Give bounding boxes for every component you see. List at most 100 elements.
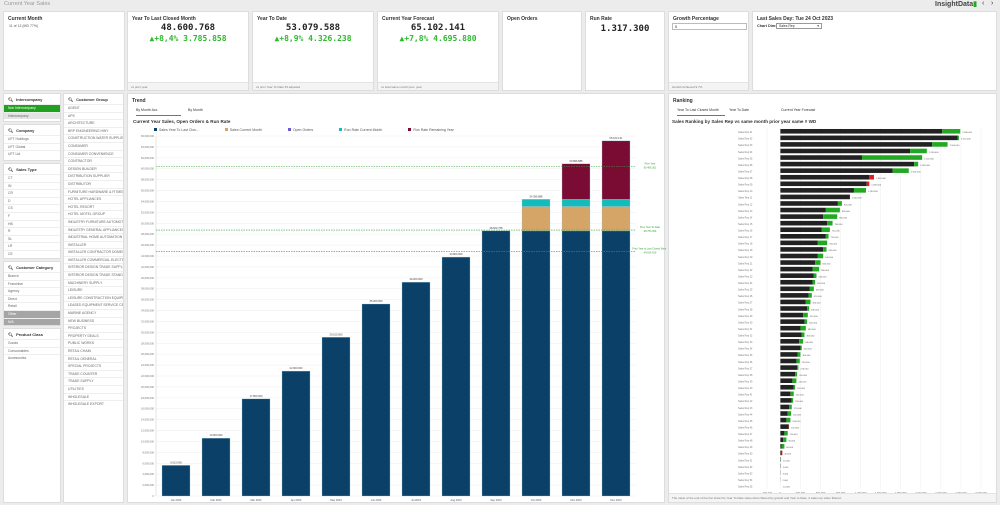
bar-base — [780, 266, 813, 272]
filter-item[interactable]: PROJECTS — [64, 324, 123, 332]
tab-forecast[interactable]: Current Year Forecast — [781, 108, 816, 112]
search-icon[interactable]: 🔍︎ — [8, 127, 14, 133]
legend-item[interactable]: Sales Year To Last Clos... — [154, 128, 199, 132]
filter-item[interactable]: N/A — [4, 317, 60, 326]
filter-item[interactable]: PUBLIC WORKS — [64, 339, 123, 347]
filter-item[interactable]: DESIGN BUILDER — [64, 164, 123, 173]
bar-base — [780, 319, 805, 324]
filter-item[interactable]: HB — [4, 219, 60, 228]
filter-item[interactable]: Agency — [4, 287, 60, 295]
legend-item[interactable]: Open Orders — [287, 128, 313, 132]
filter-item[interactable]: CE — [4, 249, 60, 258]
filter-item[interactable]: WHOLESALE — [64, 392, 123, 401]
filter-item[interactable]: Intercompany — [4, 111, 60, 120]
tab-by-month[interactable]: By Month — [188, 108, 203, 112]
filter-item[interactable]: Goods — [4, 339, 60, 347]
filter-item[interactable]: IN — [4, 181, 60, 190]
filter-item[interactable]: Retail — [4, 302, 60, 310]
filter-item[interactable]: Direct — [4, 294, 60, 303]
bar-delta — [786, 417, 791, 423]
filter-item[interactable]: CONTRACTOR — [64, 157, 123, 165]
filter-item[interactable]: CONSTRUCTION WATER SUPPLIES — [64, 134, 123, 142]
filter-item[interactable]: Accessories — [4, 354, 60, 362]
filter-item[interactable]: INSTALLER — [64, 240, 123, 249]
filter-item[interactable]: UTILITIES — [64, 384, 123, 393]
filter-item[interactable]: DISTRIBUTOR — [64, 179, 123, 188]
filter-item[interactable]: UFT Holdings — [4, 135, 60, 143]
filter-item[interactable]: CT — [4, 174, 60, 182]
filter-item[interactable]: ARCHITECTURE — [64, 119, 123, 127]
legend-item[interactable]: Sales Current Month — [224, 128, 262, 132]
tab-ytd[interactable]: Year To Date — [729, 108, 750, 112]
filter-item[interactable]: INTERIOR DESIGN TRADE STANDARD — [64, 271, 123, 279]
filter-item[interactable]: AGENT — [64, 104, 123, 112]
filter-item[interactable]: CONSUMER CONVENIENCE — [64, 149, 123, 158]
x-tick-label: Jun 2023 — [371, 498, 382, 502]
search-icon[interactable]: 🔍︎ — [8, 166, 14, 172]
filter-item[interactable]: Consumables — [4, 346, 60, 355]
filter-item[interactable]: DISTRIBUTION SUPPLIER — [64, 172, 123, 180]
legend-item[interactable]: Run Rate Current Month — [339, 128, 382, 132]
reference-label: Prev Year — [645, 163, 656, 166]
search-icon[interactable]: 🔍︎ — [8, 96, 14, 102]
filter-item[interactable]: INSTALLER COMMERCIAL ELECTRONIC — [64, 255, 123, 264]
filter-item[interactable]: UFT Ltd — [4, 150, 60, 158]
filter-item[interactable]: CONSUMER — [64, 141, 123, 150]
search-icon[interactable]: 🔍︎ — [8, 264, 14, 270]
filter-item[interactable]: TRADE SUPPLY — [64, 377, 123, 385]
filter-item[interactable]: INSTALLER CONTRACTOR DOMESTIC — [64, 248, 123, 256]
filter-item[interactable]: UFT Global — [4, 142, 60, 151]
filter-item[interactable]: SL — [4, 234, 60, 243]
filter-item[interactable]: Branch — [4, 272, 60, 280]
filter-item[interactable]: CR — [4, 189, 60, 197]
tab-ytlcm[interactable]: Year To Last Closed Month — [677, 108, 725, 116]
nav-prev-button[interactable]: ‹ — [982, 0, 985, 7]
y-tick-label: 42,000,000 — [141, 265, 155, 269]
filter-item[interactable]: HOTEL APPLIANCES — [64, 195, 123, 203]
filter-title: Product Class — [16, 331, 43, 337]
filter-item[interactable]: CS — [4, 204, 60, 212]
filter-item[interactable]: MARINE AGENCY — [64, 309, 123, 317]
search-icon[interactable]: 🔍︎ — [8, 331, 14, 337]
tab-by-month-acc[interactable]: By Month Acc — [136, 108, 181, 116]
filter-item[interactable]: F — [4, 211, 60, 220]
nav-next-button[interactable]: › — [991, 0, 994, 7]
data-label: 700.000 — [829, 244, 838, 246]
bar-base — [780, 247, 824, 252]
kpi-value: 65.102.141 — [410, 23, 466, 33]
filter-item[interactable]: INDUSTRY GENERAL APPLIANCES — [64, 225, 123, 234]
filter-item[interactable]: INTERIOR DESIGN TRADE SUPPLIES — [64, 263, 123, 271]
data-label: 720.000 — [831, 237, 840, 239]
filter-item[interactable]: SPECIAL PROJECTS — [64, 362, 123, 370]
growth-input[interactable] — [672, 23, 747, 30]
filter-item[interactable]: WHOLESALE EXPORT — [64, 400, 123, 408]
filter-item[interactable]: INDUSTRIAL HOME AUTOMATION — [64, 233, 123, 241]
filter-item[interactable]: LEISURE CONSTRUCTION EQUIPMENT — [64, 293, 123, 302]
filter-item[interactable]: TRADE COUNTER — [64, 369, 123, 378]
filter-item[interactable]: NEW BUSINESS — [64, 316, 123, 325]
filter-item[interactable]: Other — [4, 309, 60, 318]
data-label: 48.600.768 — [490, 226, 504, 230]
filter-item[interactable]: MACHINERY SUPPLY — [64, 278, 123, 287]
bar-delta — [813, 273, 817, 278]
filter-item[interactable]: LEASED EQUIPMENT SERVICE CENTRE — [64, 301, 123, 309]
filter-item[interactable]: RETAIL GENERAL — [64, 354, 123, 363]
filter-item[interactable]: FURNITURE HARDWARE & FITMENTS — [64, 187, 123, 196]
filter-item[interactable]: Non Intercompany — [4, 104, 60, 112]
filter-item[interactable]: PROPERTY DEALS — [64, 331, 123, 340]
filter-item[interactable]: LR — [4, 242, 60, 250]
filter-item[interactable]: R — [4, 227, 60, 235]
filter-item[interactable]: APS — [64, 111, 123, 120]
legend-item[interactable]: Run Rate Remaining Year — [408, 128, 454, 132]
filter-item[interactable]: Franchise — [4, 279, 60, 288]
filter-item[interactable]: HOTEL MOTEL GROUP — [64, 210, 123, 218]
chart-dim-select[interactable]: Sales Rep ▾ — [776, 23, 822, 29]
filter-item[interactable]: LEISURE — [64, 286, 123, 294]
filter-item[interactable]: INDUSTRY FURNITURE AUTOMOTIVE — [64, 217, 123, 226]
filter-item[interactable]: D — [4, 196, 60, 205]
bar-delta — [815, 260, 821, 265]
filter-item[interactable]: BRP ENGINEERING HWY — [64, 126, 123, 135]
search-icon[interactable]: 🔍︎ — [68, 96, 74, 102]
filter-item[interactable]: RETAIL CHAIN — [64, 347, 123, 355]
filter-item[interactable]: HOTEL RESORT — [64, 202, 123, 211]
